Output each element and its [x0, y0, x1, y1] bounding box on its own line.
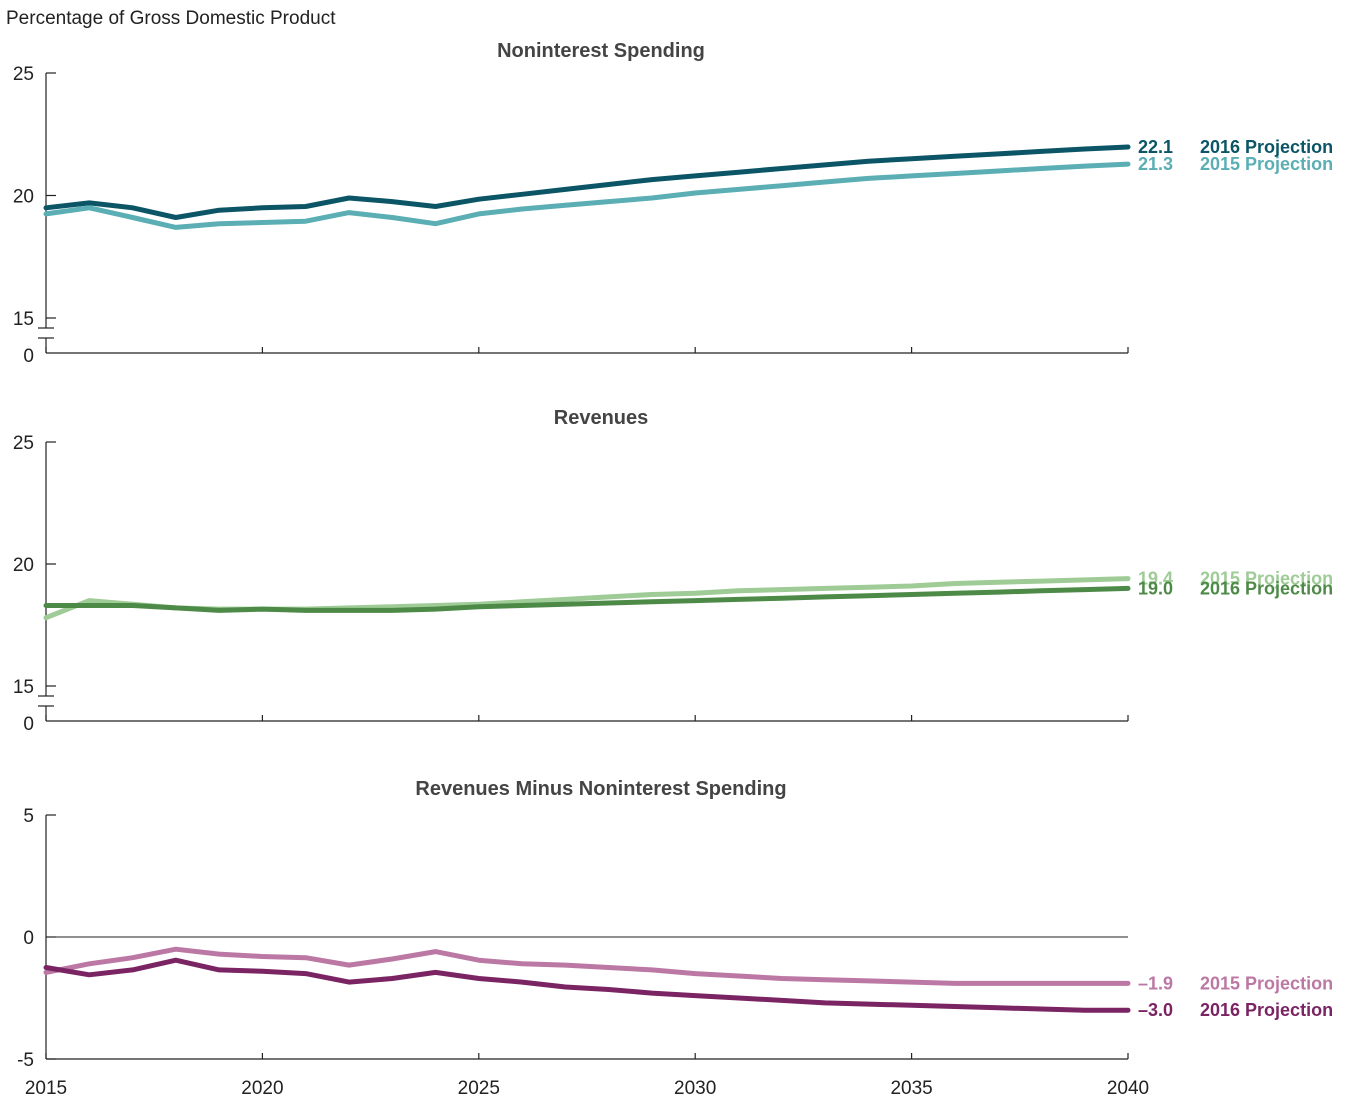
series-end-name: 2016 Projection: [1200, 137, 1333, 157]
series-end-name: 2015 Projection: [1200, 569, 1333, 589]
series-end-value: 19.4: [1138, 569, 1173, 589]
y-tick-label: 15: [13, 677, 34, 698]
panel-title: Revenues: [554, 407, 649, 429]
y-tick-label: 25: [13, 64, 34, 85]
series-end-value: 22.1: [1138, 137, 1173, 157]
x-tick-label: 2020: [241, 1078, 283, 1099]
series-line: [43, 144, 1131, 220]
y-axis-label: Percentage of Gross Domestic Product: [6, 8, 336, 29]
series-end-value: 19.0: [1138, 578, 1173, 598]
series-end-value: –3.0: [1138, 1000, 1173, 1020]
y-tick-label: 0: [23, 928, 34, 949]
y-tick-label: -5: [17, 1050, 34, 1071]
panel-title: Noninterest Spending: [497, 40, 705, 62]
series-line: [43, 161, 1131, 230]
x-tick-label: 2015: [25, 1078, 67, 1099]
y-tick-label: 25: [13, 433, 34, 454]
y-tick-label: 20: [13, 187, 34, 208]
series-line: [43, 946, 1131, 986]
series-end-value: 21.3: [1138, 154, 1173, 174]
x-tick-label: 2035: [890, 1078, 932, 1099]
y-tick-label: 20: [13, 555, 34, 576]
series-end-name: 2016 Projection: [1200, 578, 1333, 598]
series-end-name: 2016 Projection: [1200, 1000, 1333, 1020]
y-tick-label: 0: [23, 714, 34, 735]
panel-title: Revenues Minus Noninterest Spending: [415, 778, 786, 800]
series-end-name: 2015 Projection: [1200, 973, 1333, 993]
y-tick-label: 15: [13, 309, 34, 330]
x-tick-label: 2040: [1107, 1078, 1149, 1099]
y-tick-label: 5: [23, 806, 34, 827]
x-tick-label: 2030: [674, 1078, 716, 1099]
series-end-name: 2015 Projection: [1200, 154, 1333, 174]
series-line: [43, 585, 1131, 613]
x-tick-label: 2025: [458, 1078, 500, 1099]
series-line: [43, 957, 1131, 1013]
y-tick-label: 0: [23, 346, 34, 367]
series-end-value: –1.9: [1138, 973, 1173, 993]
